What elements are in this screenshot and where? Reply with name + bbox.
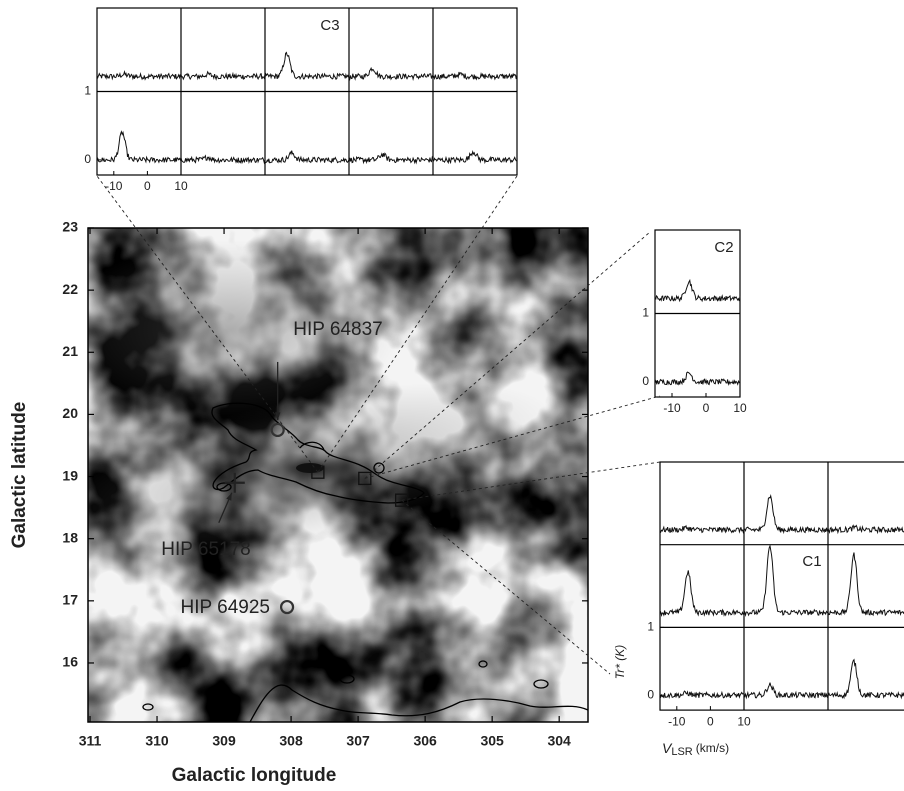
connectors [96,175,661,675]
spectrum [96,69,182,81]
star-label: HIP 65178 [161,539,250,560]
x-tick-label: -10 [668,714,686,728]
spectrum [827,552,904,617]
spectrum [654,278,741,303]
region-box [358,471,372,486]
star-marker [224,472,245,493]
x-tick-label: 311 [79,733,102,749]
dashed-connector [401,461,661,501]
region-box [395,493,409,507]
spectrum [432,71,518,81]
y-tick-label: 0 [647,687,654,701]
arrow-head [274,412,281,420]
x-tick-label: 307 [346,733,370,749]
spectrum [96,130,182,164]
x-tick-label: -10 [105,179,123,193]
star-marker [270,422,285,438]
velocity-axis-label: VLSR (km/s) [662,740,729,758]
x-tick-label: 0 [703,401,710,415]
spectrum [827,658,904,700]
spectrum [180,154,266,165]
panel-name: C3 [320,17,339,34]
x-tick-label: 0 [707,714,714,728]
x-axis-label: Galactic longitude [172,765,337,786]
y-tick-label: 23 [62,219,78,235]
spectrum [659,524,745,534]
star-label: HIP 64837 [293,319,382,340]
y-tick-label: 0 [642,374,649,388]
spectrum [743,682,829,700]
y-tick-label: 0 [84,152,91,166]
arrow-head [226,492,232,501]
panel-background [659,461,904,711]
spectrum [827,524,904,535]
panel-name: C2 [714,239,733,256]
y-tick-label: 22 [62,281,78,297]
y-tick-label: 16 [62,654,78,670]
spectrum [264,51,350,81]
map-frame [87,227,589,723]
spectrum [743,544,829,618]
y-tick-label: 17 [62,592,78,608]
star-label: HIP 64925 [181,597,270,618]
y-tick-label: 21 [62,343,78,359]
x-tick-label: 10 [737,714,751,728]
y-tick-label: 18 [62,529,78,545]
panel-name: C1 [802,553,821,570]
x-tick-label: 304 [547,733,571,749]
spectrum [743,494,829,535]
spectrum [432,150,518,165]
x-tick-label: 308 [279,733,303,749]
x-tick-label: 10 [733,401,747,415]
spectrum [659,570,745,617]
spectrum [348,152,434,165]
y-tick-label: 1 [642,306,649,320]
region-box [311,465,325,479]
y-tick-label: 19 [62,467,78,483]
y-tick-label: 1 [84,84,91,98]
x-tick-label: 305 [480,733,504,749]
x-tick-label: 310 [145,733,169,749]
velocity-subscript: LSR [671,746,692,758]
temperature-axis-label: Tr* (K) [613,645,627,679]
x-tick-label: 309 [212,733,236,749]
dashed-connector [96,175,319,473]
x-tick-label: 0 [144,179,151,193]
velocity-unit: (km/s) [696,741,729,755]
x-tick-label: 10 [174,179,188,193]
contours [142,402,588,722]
map-image [88,228,588,722]
y-tick-label: 1 [647,620,654,634]
star-marker [279,599,295,615]
spectrum [180,70,266,81]
spectrum [348,66,434,81]
x-tick-label: 306 [413,733,437,749]
dashed-connector [364,231,651,479]
spectrum [659,690,745,700]
y-axis-label: Galactic latitude [9,402,30,549]
spectrum [654,371,741,386]
x-tick-label: -10 [663,401,681,415]
y-tick-label: 20 [62,405,78,421]
spectrum [264,150,350,164]
velocity-symbol: V [662,740,673,756]
